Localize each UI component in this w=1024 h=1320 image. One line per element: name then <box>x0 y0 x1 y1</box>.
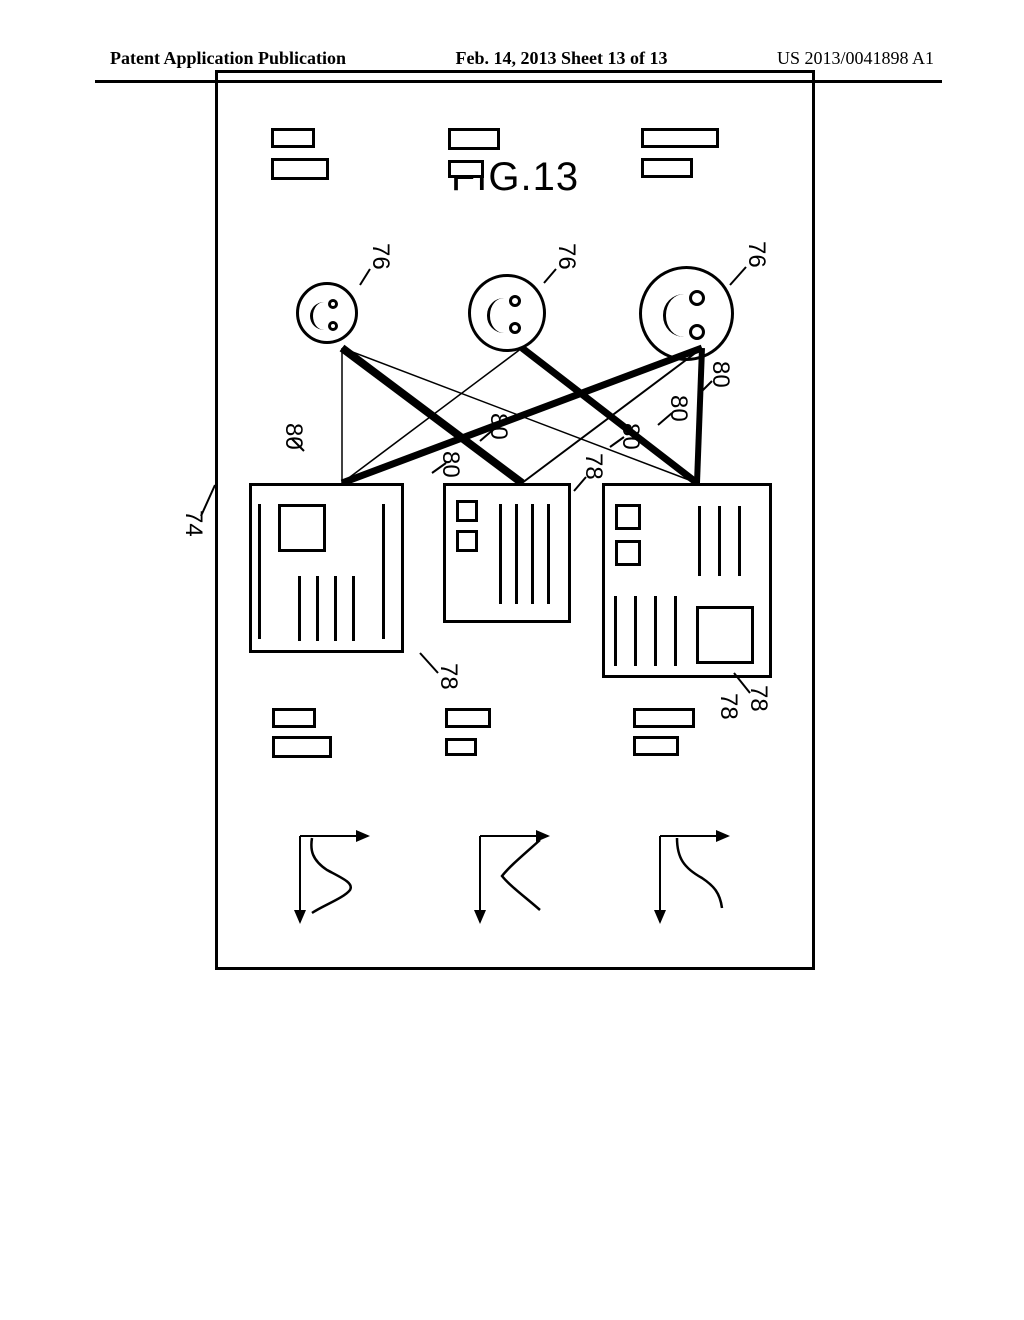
ref-80: 80 <box>664 395 692 422</box>
col-cards <box>218 483 812 683</box>
ref-74-leader <box>199 480 217 520</box>
ref-78: 78 <box>744 685 772 712</box>
face-icon-2 <box>296 282 358 344</box>
ref-76: 76 <box>552 243 580 270</box>
diagram-rotated-wrap: 76767678787878808080808080 74 <box>215 70 815 970</box>
bars-mid-0 <box>633 708 723 778</box>
col-bars-mid <box>218 708 812 798</box>
ref-78: 78 <box>579 453 607 480</box>
bars-left-0 <box>641 128 731 198</box>
ref-78: 78 <box>714 693 742 720</box>
bars-mid-1 <box>445 708 535 778</box>
mini-graph-2 <box>287 828 372 928</box>
bars-mid-2 <box>272 708 362 778</box>
ref-80: 80 <box>436 451 464 478</box>
ref-78: 78 <box>434 663 462 690</box>
ref-76: 76 <box>742 241 770 268</box>
ref-80: 80 <box>484 413 512 440</box>
figure-13: FIG.13 <box>130 160 900 1160</box>
ref-76: 76 <box>366 243 394 270</box>
diagram-frame: 76767678787878808080808080 <box>215 70 815 970</box>
face-icon-1 <box>468 274 546 352</box>
col-graphs <box>218 828 812 948</box>
bars-left-2 <box>271 128 361 198</box>
face-icon-0 <box>640 266 735 361</box>
document-card-2 <box>250 483 405 653</box>
ref-80: 80 <box>616 423 644 450</box>
ref-80: 80 <box>279 423 307 450</box>
mini-graph-0 <box>647 828 732 928</box>
document-card-0 <box>602 483 772 678</box>
ref-80: 80 <box>706 361 734 388</box>
mini-graph-1 <box>467 828 552 928</box>
bars-left-1 <box>448 128 538 198</box>
col-bars-left <box>218 128 812 218</box>
col-faces <box>218 248 812 378</box>
document-card-1 <box>443 483 571 623</box>
